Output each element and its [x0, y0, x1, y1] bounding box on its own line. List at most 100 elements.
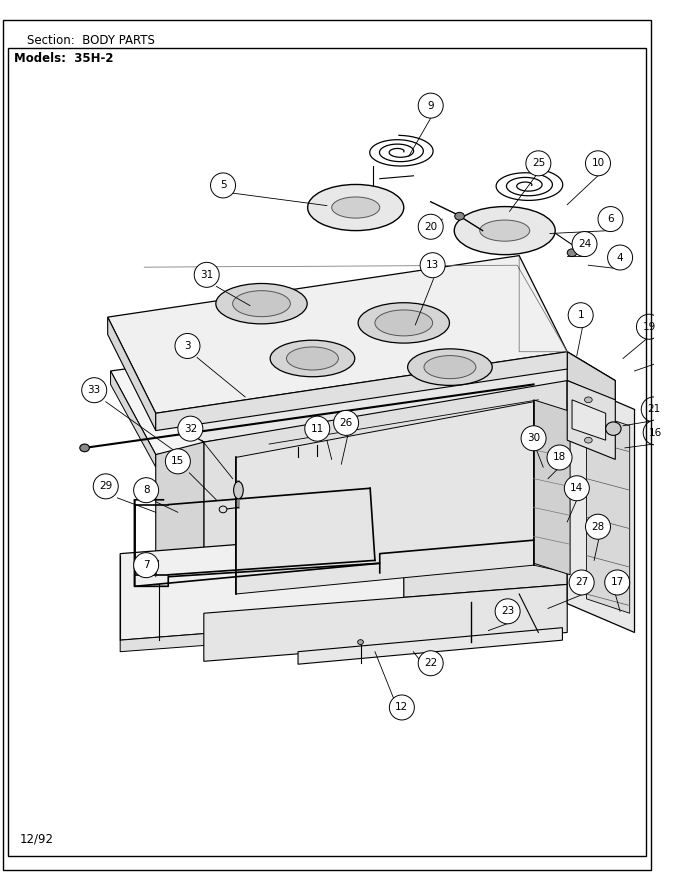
Polygon shape: [111, 371, 156, 467]
Circle shape: [134, 478, 158, 503]
Circle shape: [134, 553, 158, 578]
Circle shape: [165, 449, 190, 473]
Text: 32: 32: [184, 424, 197, 433]
Circle shape: [334, 410, 358, 435]
Circle shape: [495, 599, 520, 624]
Polygon shape: [567, 381, 615, 459]
Ellipse shape: [219, 506, 227, 513]
Polygon shape: [586, 411, 630, 613]
Polygon shape: [107, 317, 156, 431]
Polygon shape: [534, 400, 570, 575]
Ellipse shape: [375, 310, 432, 336]
Text: 22: 22: [424, 659, 437, 668]
Circle shape: [82, 377, 107, 402]
Circle shape: [547, 445, 572, 470]
Ellipse shape: [358, 303, 449, 343]
Ellipse shape: [332, 197, 379, 218]
Text: 3: 3: [184, 341, 191, 351]
Ellipse shape: [80, 444, 89, 452]
Circle shape: [194, 263, 219, 287]
Circle shape: [643, 420, 668, 445]
Polygon shape: [111, 315, 567, 455]
Circle shape: [420, 253, 445, 278]
Polygon shape: [572, 400, 606, 441]
Ellipse shape: [585, 437, 592, 443]
Text: 24: 24: [578, 239, 591, 249]
Text: 6: 6: [607, 214, 614, 224]
Circle shape: [568, 303, 593, 328]
Text: 5: 5: [220, 181, 226, 190]
Text: 11: 11: [311, 424, 324, 433]
Circle shape: [175, 334, 200, 359]
Text: 13: 13: [426, 260, 439, 271]
Circle shape: [211, 173, 235, 198]
Circle shape: [585, 150, 611, 176]
Circle shape: [418, 651, 443, 676]
Ellipse shape: [234, 481, 243, 498]
Polygon shape: [156, 352, 567, 431]
Text: 33: 33: [88, 385, 101, 395]
Text: 26: 26: [339, 418, 353, 428]
Text: 12: 12: [395, 702, 409, 713]
Polygon shape: [298, 627, 562, 664]
Ellipse shape: [585, 397, 592, 402]
Polygon shape: [567, 352, 615, 613]
Ellipse shape: [455, 213, 464, 220]
Text: 20: 20: [424, 222, 437, 231]
Text: 21: 21: [647, 404, 660, 415]
Text: 4: 4: [617, 253, 624, 263]
Text: Models:  35H-2: Models: 35H-2: [14, 52, 114, 65]
Circle shape: [564, 476, 590, 501]
Circle shape: [605, 570, 630, 595]
Circle shape: [305, 417, 330, 441]
Text: 19: 19: [643, 322, 656, 332]
Text: 10: 10: [592, 158, 605, 168]
Ellipse shape: [606, 422, 621, 435]
Ellipse shape: [567, 249, 577, 256]
Text: 7: 7: [143, 560, 150, 570]
Text: 18: 18: [553, 452, 566, 463]
Circle shape: [390, 695, 414, 720]
Polygon shape: [156, 352, 615, 442]
Circle shape: [636, 314, 662, 339]
Ellipse shape: [216, 284, 307, 324]
Text: 17: 17: [611, 578, 624, 587]
Circle shape: [418, 93, 443, 118]
Text: 30: 30: [527, 433, 540, 443]
Circle shape: [598, 206, 623, 231]
Text: 14: 14: [571, 483, 583, 493]
Circle shape: [93, 473, 118, 498]
Text: 29: 29: [99, 481, 112, 491]
Circle shape: [418, 214, 443, 239]
Text: 16: 16: [649, 427, 662, 438]
Text: 8: 8: [143, 485, 150, 495]
Ellipse shape: [307, 184, 404, 231]
Circle shape: [585, 514, 611, 539]
Circle shape: [608, 245, 632, 270]
Circle shape: [521, 425, 546, 450]
Polygon shape: [235, 401, 534, 594]
Polygon shape: [107, 255, 567, 413]
Ellipse shape: [424, 356, 476, 378]
Text: 12/92: 12/92: [19, 833, 53, 846]
Text: Section:  BODY PARTS: Section: BODY PARTS: [27, 35, 155, 47]
Text: 28: 28: [592, 522, 605, 531]
Circle shape: [572, 231, 597, 256]
Circle shape: [672, 332, 680, 357]
Ellipse shape: [358, 640, 363, 644]
Text: 25: 25: [532, 158, 545, 168]
Text: 23: 23: [501, 606, 514, 616]
Ellipse shape: [479, 220, 530, 241]
Polygon shape: [204, 585, 567, 661]
Circle shape: [178, 417, 203, 441]
Text: 15: 15: [171, 457, 184, 466]
Polygon shape: [120, 618, 404, 651]
Circle shape: [569, 570, 594, 595]
Polygon shape: [156, 442, 204, 613]
Text: 31: 31: [200, 270, 214, 279]
Polygon shape: [567, 381, 634, 633]
Polygon shape: [120, 531, 404, 640]
Ellipse shape: [585, 410, 592, 417]
Text: 1: 1: [577, 311, 584, 320]
Circle shape: [526, 150, 551, 176]
